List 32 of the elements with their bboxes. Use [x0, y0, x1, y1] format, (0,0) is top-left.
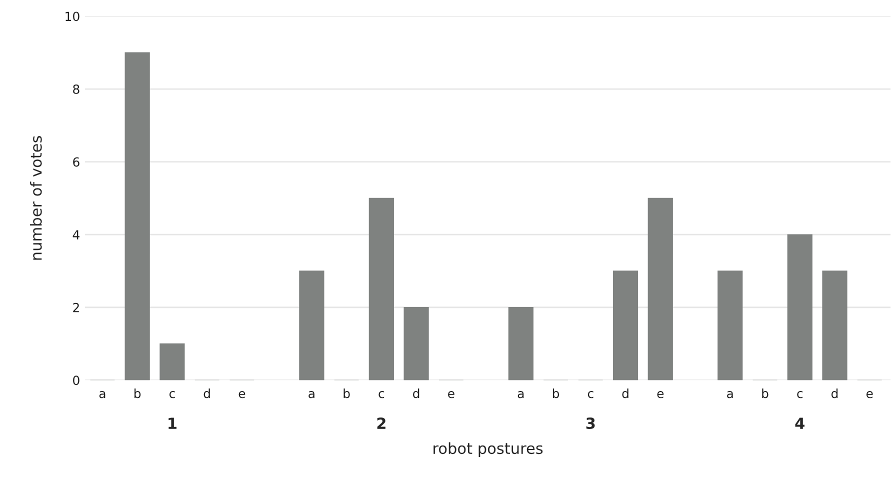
- x-axis-title: robot postures: [434, 442, 543, 458]
- x-tick-label: e: [238, 391, 246, 398]
- x-tick-label: a: [727, 391, 733, 398]
- x-tick-label: b: [344, 388, 350, 398]
- y-tick-label: 4: [72, 230, 80, 240]
- y-tick-label: 2: [73, 302, 79, 312]
- x-tick-label: b: [134, 388, 141, 398]
- y-tick-label: 6: [73, 157, 80, 167]
- x-tick-label: c: [169, 391, 175, 398]
- x-tick-label: d: [204, 388, 210, 398]
- y-tick-label: 8: [73, 84, 80, 94]
- x-tick-label: e: [657, 391, 664, 398]
- text: 2: [377, 417, 386, 429]
- y-tick-label: 10: [66, 12, 80, 22]
- text: 3: [586, 417, 595, 430]
- x-tick-label: a: [99, 391, 106, 398]
- text: 4: [795, 418, 804, 429]
- x-tick-label: d: [413, 388, 420, 398]
- x-tick-label: a: [308, 391, 314, 398]
- x-tick-label: b: [762, 388, 768, 398]
- x-tick-label: b: [552, 388, 560, 398]
- x-tick-label: c: [378, 391, 384, 398]
- x-tick-label: e: [866, 391, 873, 398]
- x-tick-label: c: [588, 391, 594, 398]
- x-tick-label: e: [448, 391, 454, 398]
- x-tick-label: d: [622, 388, 628, 398]
- y-tick-label: 0: [73, 376, 80, 386]
- y-axis-title: number of votes: [30, 136, 42, 260]
- x-tick-label: d: [831, 388, 838, 398]
- x-tick-label: c: [797, 391, 803, 398]
- x-tick-label: a: [518, 391, 524, 398]
- text: 1: [168, 418, 176, 429]
